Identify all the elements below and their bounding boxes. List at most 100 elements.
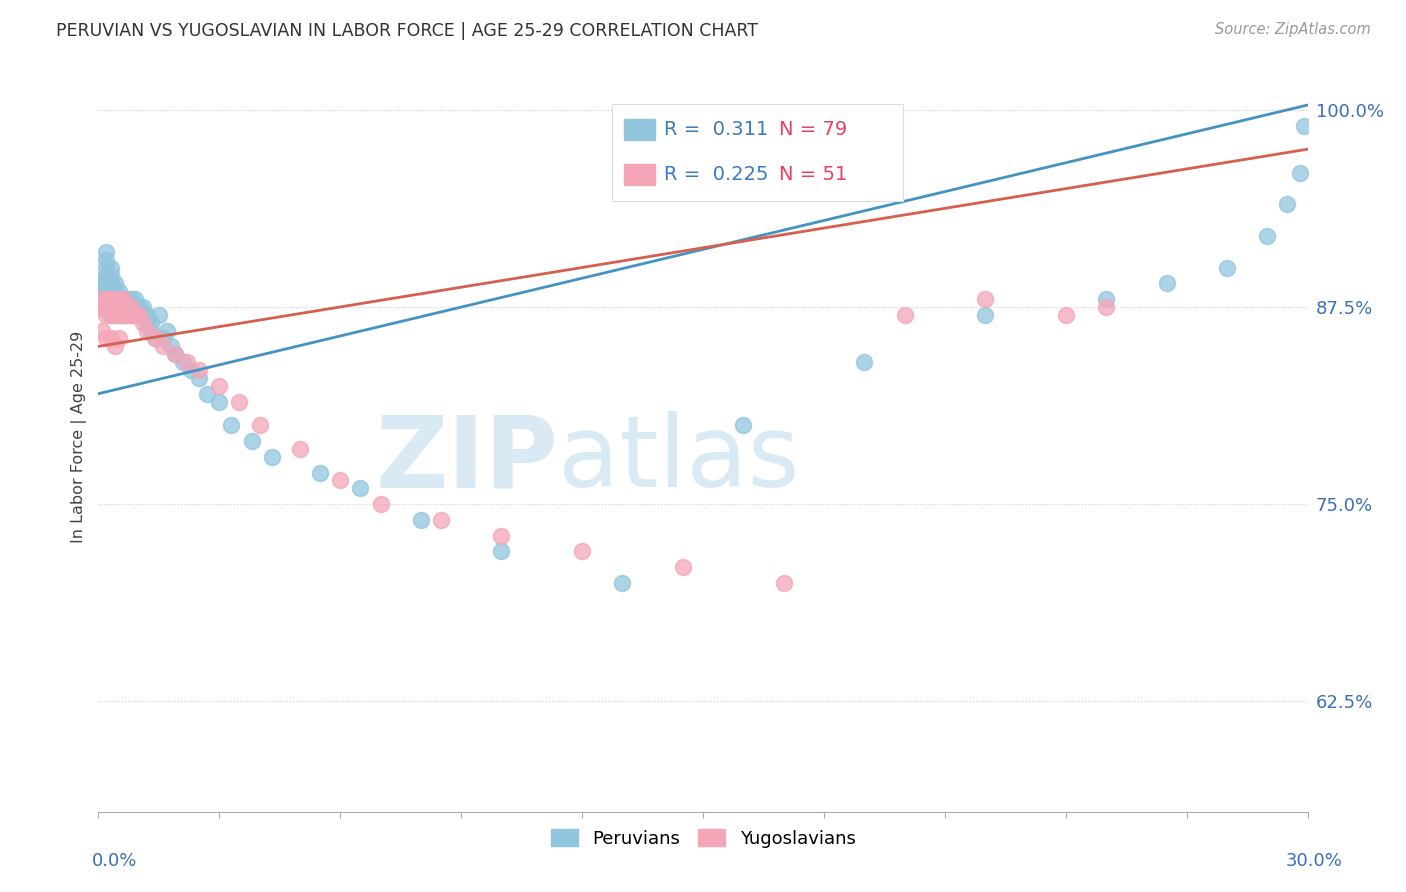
Point: [1156, 277, 1178, 291]
Text: R =  0.311: R = 0.311: [664, 120, 769, 139]
Point: [135, 324, 157, 338]
Point: [974, 308, 997, 322]
Point: [309, 466, 332, 480]
Point: [135, 308, 157, 322]
Point: [100, 331, 122, 345]
Point: [176, 355, 198, 369]
Point: [152, 331, 174, 345]
Point: [107, 284, 129, 298]
Point: [96, 244, 118, 259]
Point: [100, 260, 122, 275]
Point: [103, 300, 125, 314]
Point: [96, 268, 118, 283]
Point: [491, 544, 513, 558]
Point: [143, 331, 166, 345]
Text: R =  0.225: R = 0.225: [664, 165, 769, 185]
Point: [128, 308, 150, 322]
Point: [733, 418, 755, 433]
Point: [96, 292, 118, 306]
Point: [156, 324, 179, 338]
Point: [96, 284, 118, 298]
Point: [195, 386, 218, 401]
Point: [124, 308, 146, 322]
Y-axis label: In Labor Force | Age 25-29: In Labor Force | Age 25-29: [72, 331, 87, 543]
Point: [111, 308, 134, 322]
FancyBboxPatch shape: [613, 103, 903, 201]
Point: [491, 529, 513, 543]
Point: [974, 292, 997, 306]
Point: [96, 292, 118, 306]
Point: [132, 316, 155, 330]
FancyBboxPatch shape: [624, 120, 655, 140]
Text: N = 51: N = 51: [779, 165, 848, 185]
Point: [1256, 229, 1278, 244]
Point: [91, 277, 114, 291]
Point: [329, 474, 352, 488]
Text: N = 79: N = 79: [779, 120, 848, 139]
Point: [111, 308, 134, 322]
Point: [139, 316, 162, 330]
Point: [128, 300, 150, 314]
Point: [100, 308, 122, 322]
Point: [672, 560, 695, 574]
Point: [1095, 292, 1118, 306]
Point: [96, 252, 118, 267]
Point: [120, 308, 142, 322]
Point: [111, 292, 134, 306]
Point: [124, 300, 146, 314]
Point: [91, 292, 114, 306]
Point: [249, 418, 271, 433]
Point: [100, 292, 122, 306]
Point: [103, 339, 125, 353]
Point: [115, 292, 138, 306]
Point: [349, 481, 371, 495]
Point: [148, 308, 170, 322]
Point: [111, 300, 134, 314]
Point: [115, 308, 138, 322]
Point: [107, 300, 129, 314]
Point: [111, 300, 134, 314]
Point: [1095, 300, 1118, 314]
Point: [188, 363, 211, 377]
Point: [100, 300, 122, 314]
Point: [143, 331, 166, 345]
Point: [103, 277, 125, 291]
Point: [103, 300, 125, 314]
Point: [120, 308, 142, 322]
Point: [111, 300, 134, 314]
Point: [91, 292, 114, 306]
Point: [172, 355, 194, 369]
Point: [120, 300, 142, 314]
Point: [163, 347, 186, 361]
FancyBboxPatch shape: [624, 164, 655, 186]
Point: [288, 442, 311, 456]
Point: [180, 363, 202, 377]
Point: [132, 308, 155, 322]
Point: [260, 450, 283, 464]
Point: [139, 324, 162, 338]
Point: [1292, 119, 1315, 133]
Point: [107, 308, 129, 322]
Point: [893, 308, 915, 322]
Text: 0.0%: 0.0%: [91, 852, 136, 870]
Point: [107, 292, 129, 306]
Point: [100, 284, 122, 298]
Point: [370, 497, 392, 511]
Point: [111, 292, 134, 306]
Point: [115, 300, 138, 314]
Point: [103, 300, 125, 314]
Text: PERUVIAN VS YUGOSLAVIAN IN LABOR FORCE | AGE 25-29 CORRELATION CHART: PERUVIAN VS YUGOSLAVIAN IN LABOR FORCE |…: [56, 22, 758, 40]
Point: [1216, 260, 1239, 275]
Point: [430, 513, 453, 527]
Point: [100, 300, 122, 314]
Point: [1054, 308, 1077, 322]
Text: atlas: atlas: [558, 411, 800, 508]
Point: [96, 260, 118, 275]
Point: [1288, 166, 1310, 180]
Point: [91, 324, 114, 338]
Point: [612, 576, 634, 591]
Point: [120, 300, 142, 314]
Point: [124, 292, 146, 306]
Point: [103, 308, 125, 322]
Point: [91, 300, 114, 314]
